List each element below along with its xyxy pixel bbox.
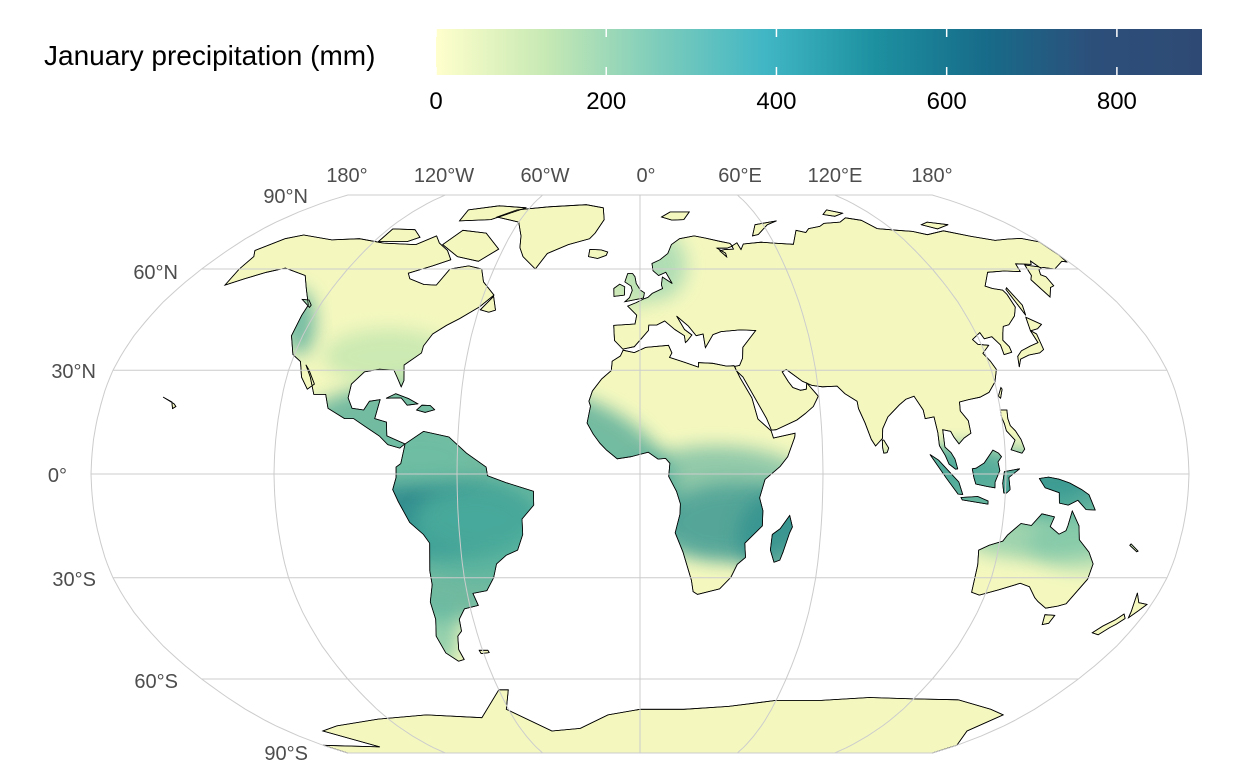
longitude-label: 180° <box>911 165 952 187</box>
colorbar-tick-label: 600 <box>926 88 967 115</box>
graticule-outline <box>90 194 1190 754</box>
border-newfoundland <box>479 295 496 313</box>
latitude-label: 90°N <box>263 186 308 208</box>
precip-patch <box>417 476 572 555</box>
border-greenland <box>495 204 605 270</box>
border-baffin <box>442 229 500 262</box>
latitude-label: 60°N <box>133 262 178 284</box>
border-philippines <box>999 409 1026 454</box>
border-hispaniola <box>415 404 436 413</box>
border-ellesmere <box>458 205 527 222</box>
border-new-caledonia <box>1129 543 1139 553</box>
border-australia <box>971 509 1094 609</box>
precip-patch <box>1000 463 1133 520</box>
land-nz-south <box>1091 613 1126 636</box>
border-ireland <box>613 283 626 297</box>
colorbar-tick-label: 800 <box>1096 88 1137 115</box>
border-victoria-isl <box>377 228 421 242</box>
border-severnaya <box>822 209 844 217</box>
precip-patch <box>323 328 455 385</box>
latitude-label: 0° <box>48 465 67 487</box>
longitude-label: 0° <box>636 165 655 187</box>
land-greenland <box>496 204 605 270</box>
precip-patch <box>737 491 826 581</box>
land-svalbard <box>661 211 690 221</box>
longitude-label: 60°W <box>520 165 569 187</box>
land-hawaii <box>162 396 177 409</box>
border-sakhalin <box>1005 287 1027 316</box>
border-sulawesi <box>1002 468 1020 494</box>
border-nz-south <box>1091 613 1126 636</box>
border-hokkaido <box>1025 316 1043 332</box>
longitude-label: 120°W <box>414 165 474 187</box>
colorbar-tick-label: 400 <box>756 88 797 115</box>
border-java <box>960 496 989 505</box>
longitude-label: 120°E <box>808 165 863 187</box>
border-nz-north <box>1127 592 1148 619</box>
border-borneo <box>971 449 1002 489</box>
border-madagascar <box>769 514 793 563</box>
colorbar-tick-label: 200 <box>586 88 627 115</box>
precip-patch <box>365 428 476 485</box>
border-south-america <box>392 430 535 662</box>
border-iceland <box>588 248 609 259</box>
border-new-siberia <box>920 221 949 230</box>
border-taiwan <box>997 386 1003 399</box>
border-japan <box>1017 330 1045 367</box>
precip-patch <box>1028 515 1139 572</box>
colorbar-tick-label: 0 <box>429 88 443 115</box>
border-svalbard <box>660 211 691 221</box>
border-novaya-zemlya <box>751 220 777 237</box>
border-antarctica <box>321 689 1005 754</box>
border-falklands <box>478 649 490 655</box>
legend-title: January precipitation (mm) <box>44 40 376 71</box>
latitude-label: 30°S <box>52 569 96 591</box>
border-hawaii <box>163 396 177 410</box>
longitude-label: 60°E <box>718 165 762 187</box>
border-new-guinea <box>1038 476 1096 511</box>
precip-patch <box>602 254 658 310</box>
land-baffin <box>442 229 500 262</box>
precip-patch <box>425 599 459 667</box>
border-tasmania <box>1041 614 1056 626</box>
border-vancouver <box>301 298 312 309</box>
longitude-label: 180° <box>326 165 367 187</box>
precip-patch <box>913 448 1002 493</box>
border-cuba <box>386 393 420 406</box>
border-sumatra <box>929 454 964 495</box>
latitude-label: 90°S <box>264 743 308 765</box>
latitude-label: 60°S <box>134 671 178 693</box>
border-sri-lanka <box>881 439 890 454</box>
colorbar <box>436 29 1202 75</box>
latitude-label: 30°N <box>51 361 96 383</box>
border-uk <box>623 273 645 303</box>
border-eurasia <box>613 217 1068 470</box>
land-japan <box>1017 330 1044 368</box>
